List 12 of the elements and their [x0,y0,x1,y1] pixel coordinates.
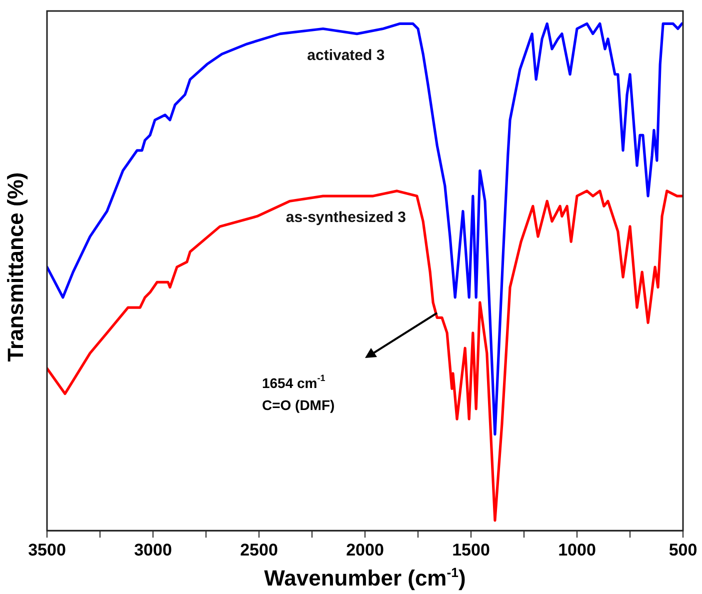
x-tick-label: 3500 [28,540,66,560]
x-tick-label: 1000 [558,540,596,560]
y-axis-title: Transmittance (%) [3,172,29,362]
x-axis-title: Wavenumber (cm$^{-1}$) [263,565,467,592]
x-tick-label: 500 [668,540,698,560]
series-label: activated 3 [307,46,385,64]
x-tick-label: 2000 [346,540,384,560]
x-tick-label: 3000 [134,540,172,560]
series-label: as-synthesized 3 [286,209,406,226]
annotation: C=O (DMF) [262,396,335,413]
x-tick-label: 1500 [452,540,490,560]
x-tick-label: 2500 [240,540,278,560]
